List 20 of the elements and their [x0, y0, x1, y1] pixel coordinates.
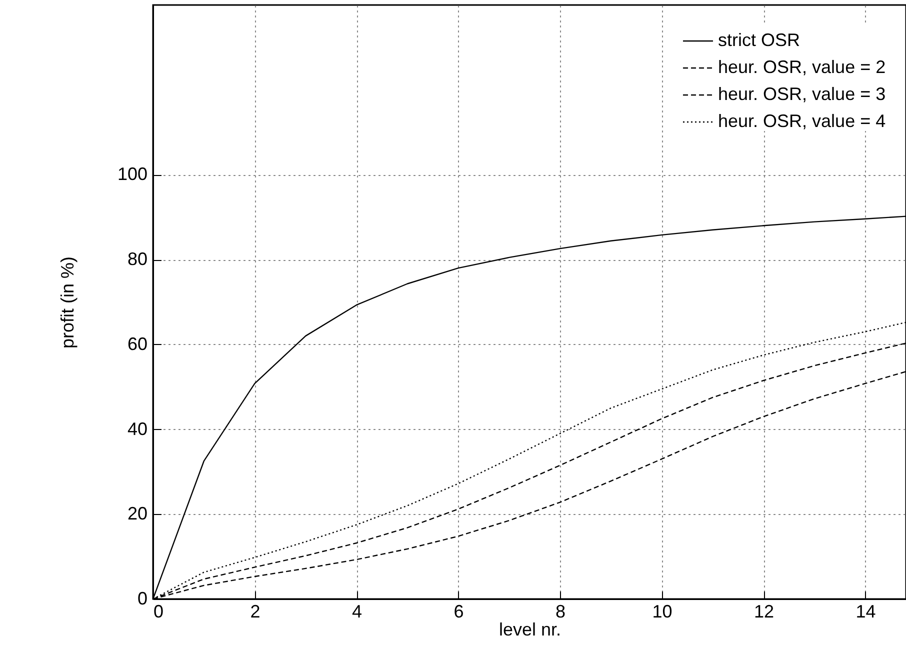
- x-tick-label: 14: [856, 602, 876, 622]
- x-tick-label: 4: [352, 602, 362, 622]
- legend-label: strict OSR: [718, 30, 800, 50]
- x-tick-label: 10: [652, 602, 672, 622]
- y-tick-label: 60: [127, 334, 148, 354]
- x-axis-title: level nr.: [498, 620, 562, 640]
- y-tick-label: 80: [127, 249, 148, 270]
- legend-label: heur. OSR, value = 3: [718, 84, 886, 104]
- x-tick-label: 6: [454, 602, 464, 622]
- x-tick-label: 2: [250, 602, 260, 622]
- legend-label: heur. OSR, value = 2: [718, 57, 886, 77]
- y-tick-label: 20: [127, 504, 148, 524]
- y-tick-label: 0: [137, 588, 148, 608]
- y-tick-label: 100: [117, 164, 148, 184]
- y-tick-label: 40: [127, 418, 148, 439]
- y-axis-title: profit (in %): [57, 256, 78, 349]
- x-tick-label: 0: [154, 602, 164, 622]
- x-tick-label: 8: [556, 602, 566, 622]
- legend-label: heur. OSR, value = 4: [718, 111, 886, 131]
- x-tick-label: 12: [754, 602, 774, 622]
